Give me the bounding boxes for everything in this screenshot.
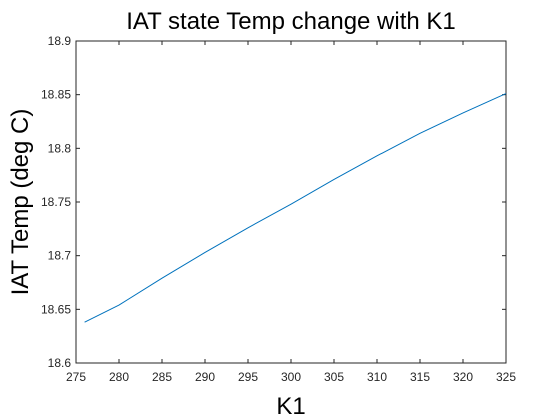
y-tick-label: 18.8 [48,141,72,155]
x-tick-label: 280 [109,370,129,384]
y-tick-label: 18.65 [41,302,71,316]
series-layer [84,93,507,323]
x-axis: 275 280 285 290 295 300 305 310 315 320 325 [66,41,516,384]
x-tick-label: 310 [367,370,387,384]
x-tick-label: 315 [410,370,430,384]
y-axis-label: IAT Temp (deg C) [7,109,34,296]
chart-title: IAT state Temp change with K1 [126,8,456,35]
x-tick-label: 290 [195,370,215,384]
x-tick-label: 275 [66,370,86,384]
x-tick-label: 320 [453,370,473,384]
x-axis-label: K1 [276,393,305,420]
y-tick-label: 18.6 [48,356,72,370]
y-tick-label: 18.7 [48,249,72,263]
plot-area [75,40,507,364]
y-tick-label: 18.75 [41,195,71,209]
y-tick-label: 18.9 [48,34,72,48]
y-tick-label: 18.85 [41,88,71,102]
y-axis: 18.6 18.65 18.7 18.75 18.8 18.85 18.9 [41,34,506,370]
x-tick-label: 285 [152,370,172,384]
x-tick-label: 305 [324,370,344,384]
axes-box [75,40,507,364]
x-tick-label: 325 [496,370,516,384]
series-line [84,93,507,323]
x-tick-label: 295 [238,370,258,384]
x-tick-label: 300 [281,370,301,384]
